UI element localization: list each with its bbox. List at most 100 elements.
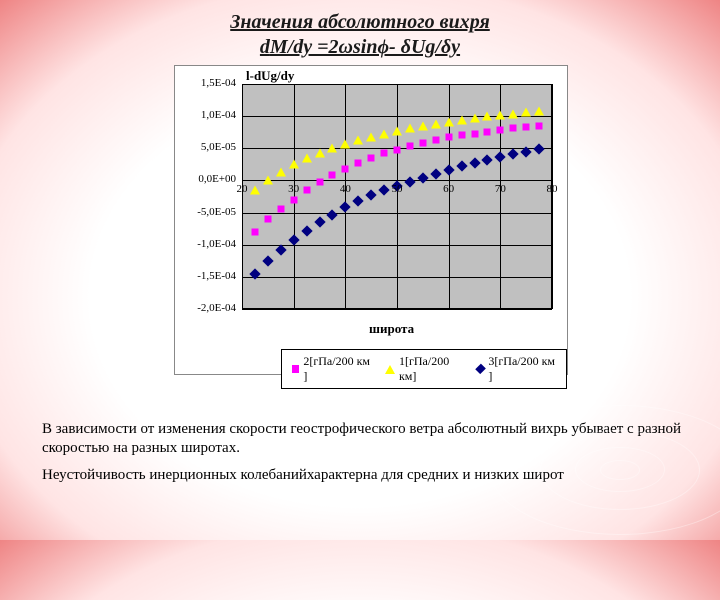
data-point: [458, 132, 465, 139]
y-tick-label: -2,0E-04: [175, 302, 236, 314]
data-point: [368, 154, 375, 161]
data-point: [353, 135, 363, 144]
data-point: [419, 139, 426, 146]
chart-panel: l-dUg/dy широта 2[гПа/200 км ]1[гПа/200 …: [174, 65, 568, 375]
data-point: [418, 121, 428, 130]
data-point: [366, 132, 376, 141]
data-point: [404, 176, 415, 187]
chart-legend: 2[гПа/200 км ] 1[гПа/200 км] 3[гПа/200 км …: [281, 349, 567, 389]
data-point: [457, 116, 467, 125]
title-line-2: dM/dy =2ωsinϕ- δUg/δy: [260, 36, 460, 58]
data-point: [470, 114, 480, 123]
x-tick-label: 30: [288, 183, 299, 195]
data-point: [444, 117, 454, 126]
y-tick-label: 1,5E-04: [175, 77, 236, 89]
legend-swatch: [385, 365, 395, 374]
data-point: [251, 228, 258, 235]
y-tick-label: 1,0E-04: [175, 109, 236, 121]
data-point: [482, 112, 492, 121]
data-point: [275, 244, 286, 255]
data-point: [327, 144, 337, 153]
slide-title: Значения абсолютного вихря dM/dy =2ωsinϕ…: [0, 0, 720, 60]
y-tick-label: -1,0E-04: [175, 238, 236, 250]
y-tick-label: 5,0E-05: [175, 141, 236, 153]
y-tick-label: -5,0E-05: [175, 206, 236, 218]
legend-item: 3[гПа/200 км ]: [477, 354, 556, 384]
legend-swatch: [292, 365, 299, 373]
data-point: [290, 196, 297, 203]
data-point: [484, 128, 491, 135]
x-tick-label: 40: [340, 183, 351, 195]
legend-item: 2[гПа/200 км ]: [292, 354, 371, 384]
data-point: [303, 187, 310, 194]
data-point: [342, 165, 349, 172]
data-point: [432, 136, 439, 143]
data-point: [456, 161, 467, 172]
data-point: [288, 234, 299, 245]
data-point: [406, 142, 413, 149]
data-point: [340, 139, 350, 148]
data-point: [495, 110, 505, 119]
data-point: [378, 184, 389, 195]
data-point: [277, 206, 284, 213]
data-point: [482, 154, 493, 165]
paragraph-2: Неустойчивость инерционных колебанийхара…: [42, 466, 682, 485]
legend-swatch: [475, 364, 486, 375]
data-point: [417, 172, 428, 183]
data-point: [405, 124, 415, 133]
y-tick-label: -1,5E-04: [175, 270, 236, 282]
data-point: [431, 119, 441, 128]
data-point: [329, 172, 336, 179]
data-point: [316, 179, 323, 186]
data-point: [263, 176, 273, 185]
x-axis-label: широта: [369, 321, 414, 337]
data-point: [536, 122, 543, 129]
data-point: [533, 143, 544, 154]
data-point: [497, 126, 504, 133]
data-point: [508, 148, 519, 159]
data-point: [301, 225, 312, 236]
x-tick-label: 70: [495, 183, 506, 195]
x-tick-label: 50: [392, 183, 403, 195]
data-point: [250, 186, 260, 195]
data-point: [430, 168, 441, 179]
data-point: [521, 108, 531, 117]
data-point: [443, 164, 454, 175]
data-point: [355, 160, 362, 167]
data-point: [508, 109, 518, 118]
data-point: [392, 126, 402, 135]
data-point: [495, 151, 506, 162]
data-point: [471, 130, 478, 137]
plot-area: [242, 84, 552, 309]
data-point: [289, 160, 299, 169]
legend-item: 1[гПа/200 км]: [385, 354, 463, 384]
data-point: [340, 202, 351, 213]
data-point: [302, 153, 312, 162]
x-tick-label: 80: [547, 183, 558, 195]
legend-label: 1[гПа/200 км]: [399, 354, 463, 384]
y-tick-label: 0,0E+00: [175, 173, 236, 185]
x-tick-label: 20: [237, 183, 248, 195]
data-point: [379, 129, 389, 138]
data-point: [276, 168, 286, 177]
data-point: [381, 150, 388, 157]
data-point: [469, 157, 480, 168]
data-point: [315, 148, 325, 157]
x-tick-label: 60: [443, 183, 454, 195]
data-point: [510, 125, 517, 132]
y-axis-label: l-dUg/dy: [246, 68, 294, 84]
data-point: [523, 124, 530, 131]
data-point: [394, 146, 401, 153]
data-point: [262, 255, 273, 266]
data-point: [264, 216, 271, 223]
data-point: [365, 190, 376, 201]
data-point: [314, 217, 325, 228]
data-point: [327, 209, 338, 220]
legend-label: 2[гПа/200 км ]: [303, 354, 371, 384]
title-line-1: Значения абсолютного вихря: [230, 11, 490, 33]
legend-label: 3[гПа/200 км ]: [488, 354, 556, 384]
data-point: [534, 107, 544, 116]
data-point: [353, 195, 364, 206]
paragraph-1: В зависимости от изменения скорости геос…: [42, 420, 682, 458]
data-point: [445, 134, 452, 141]
